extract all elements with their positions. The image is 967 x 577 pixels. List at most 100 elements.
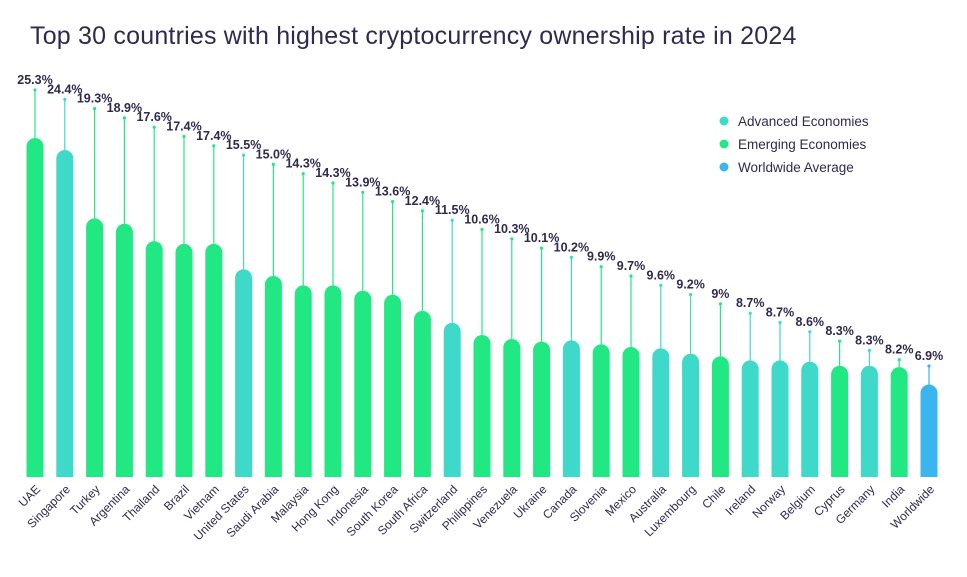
value-label-argentina: 18.9% (107, 101, 142, 115)
bar-ukraine (533, 341, 551, 477)
bar-chile (711, 356, 729, 477)
leader-dot-hong-kong (331, 181, 335, 185)
value-label-thailand: 17.6% (136, 110, 171, 124)
value-label-chile: 9% (711, 287, 729, 301)
leader-dot-uae (33, 88, 37, 92)
value-label-hong-kong: 14.3% (315, 166, 350, 180)
leader-dot-cyprus (838, 339, 842, 343)
bar-switzerland (443, 322, 461, 477)
leader-dot-chile (718, 302, 723, 306)
leader-dot-argentina (122, 116, 126, 120)
bar-belgium (801, 361, 819, 477)
value-label-brazil: 17.4% (166, 120, 201, 134)
bar-saudi-arabia (264, 276, 282, 477)
leader-dot-venezuela (510, 237, 514, 241)
value-label-luxembourg: 9.2% (676, 278, 705, 292)
value-label-canada: 10.2% (554, 240, 589, 254)
value-label-australia: 9.6% (647, 268, 676, 282)
bar-worldwide (920, 384, 938, 477)
leader-dot-saudi-arabia (271, 162, 275, 166)
leader-dot-norway (778, 320, 782, 325)
value-label-mexico: 9.7% (617, 259, 646, 273)
bar-indonesia (354, 290, 372, 477)
legend-label-advanced-economies: Advanced Economies (738, 114, 869, 129)
bar-luxembourg (682, 353, 700, 477)
bar-turkey (86, 218, 104, 477)
leader-dot-canada (569, 255, 574, 259)
leader-dot-india (897, 358, 901, 362)
bar-united-states (235, 269, 253, 477)
leader-dot-singapore (63, 97, 67, 101)
bar-canada (562, 340, 580, 477)
legend-marker-advanced-economies (719, 116, 729, 126)
bar-australia (652, 348, 670, 477)
value-label-slovenia: 9.9% (587, 250, 616, 264)
bar-vietnam (205, 243, 223, 477)
value-label-united-states: 15.5% (226, 138, 261, 152)
value-label-ireland: 8.7% (736, 296, 765, 310)
bar-slovenia (592, 344, 610, 477)
leader-dot-ukraine (540, 246, 544, 250)
legend-label-emerging-economies: Emerging Economies (738, 137, 867, 152)
bar-india (890, 367, 908, 477)
bar-norway (771, 360, 789, 477)
value-label-singapore: 24.4% (47, 82, 82, 96)
value-label-norway: 8.7% (766, 306, 795, 320)
value-label-india: 8.2% (885, 343, 914, 357)
value-label-ukraine: 10.1% (524, 231, 559, 245)
value-label-worldwide: 6.9% (915, 349, 944, 363)
leader-dot-slovenia (599, 265, 603, 269)
bar-cyprus (831, 365, 849, 477)
leader-dot-turkey (93, 107, 97, 111)
bar-malaysia (294, 285, 312, 477)
leader-dot-mexico (629, 274, 633, 278)
value-label-switzerland: 11.5% (435, 203, 470, 217)
leader-dot-germany (867, 348, 872, 352)
bar-uae (26, 138, 44, 477)
value-label-south-korea: 13.6% (375, 185, 410, 199)
leader-dot-united-states (242, 153, 246, 157)
leader-dot-brazil (182, 134, 186, 139)
value-label-saudi-arabia: 15.0% (256, 147, 291, 161)
leader-dot-malaysia (301, 172, 305, 176)
value-label-south-africa: 12.4% (405, 194, 440, 208)
value-label-vietnam: 17.4% (196, 129, 231, 143)
value-label-malaysia: 14.3% (285, 157, 320, 171)
value-label-germany: 8.3% (855, 333, 884, 347)
legend-marker-worldwide-average (719, 162, 729, 172)
bar-philippines (473, 334, 491, 477)
legend-label-worldwide-average: Worldwide Average (738, 160, 854, 175)
value-label-uae: 25.3% (17, 73, 52, 87)
value-label-cyprus: 8.3% (825, 324, 854, 338)
bar-hong-kong (324, 285, 342, 477)
leader-dot-vietnam (212, 144, 216, 148)
leader-dot-thailand (152, 125, 156, 129)
value-label-venezuela: 10.3% (494, 222, 529, 236)
value-label-indonesia: 13.9% (345, 175, 380, 189)
leader-dot-south-korea (391, 200, 395, 204)
bar-ireland (741, 360, 759, 477)
bar-mexico (622, 347, 640, 477)
leader-dot-worldwide (927, 364, 931, 368)
leader-dot-luxembourg (689, 293, 693, 297)
bar-thailand (145, 241, 163, 477)
bar-brazil (175, 243, 193, 477)
bar-singapore (56, 150, 74, 478)
leader-dot-belgium (808, 330, 812, 334)
bar-south-korea (384, 294, 402, 477)
leader-dot-philippines (480, 227, 484, 232)
leader-dot-ireland (748, 311, 752, 315)
chart-title: Top 30 countries with highest cryptocurr… (30, 22, 797, 50)
leader-dot-indonesia (361, 190, 365, 194)
value-label-turkey: 19.3% (77, 92, 112, 106)
bar-germany (860, 365, 878, 477)
bar-south-africa (413, 310, 431, 477)
value-label-philippines: 10.6% (464, 213, 499, 227)
leader-dot-switzerland (450, 218, 454, 222)
leader-dot-australia (659, 283, 663, 287)
bar-venezuela (503, 338, 521, 477)
legend-marker-emerging-economies (719, 139, 729, 149)
leader-dot-south-africa (420, 209, 424, 213)
bar-argentina (115, 223, 133, 477)
